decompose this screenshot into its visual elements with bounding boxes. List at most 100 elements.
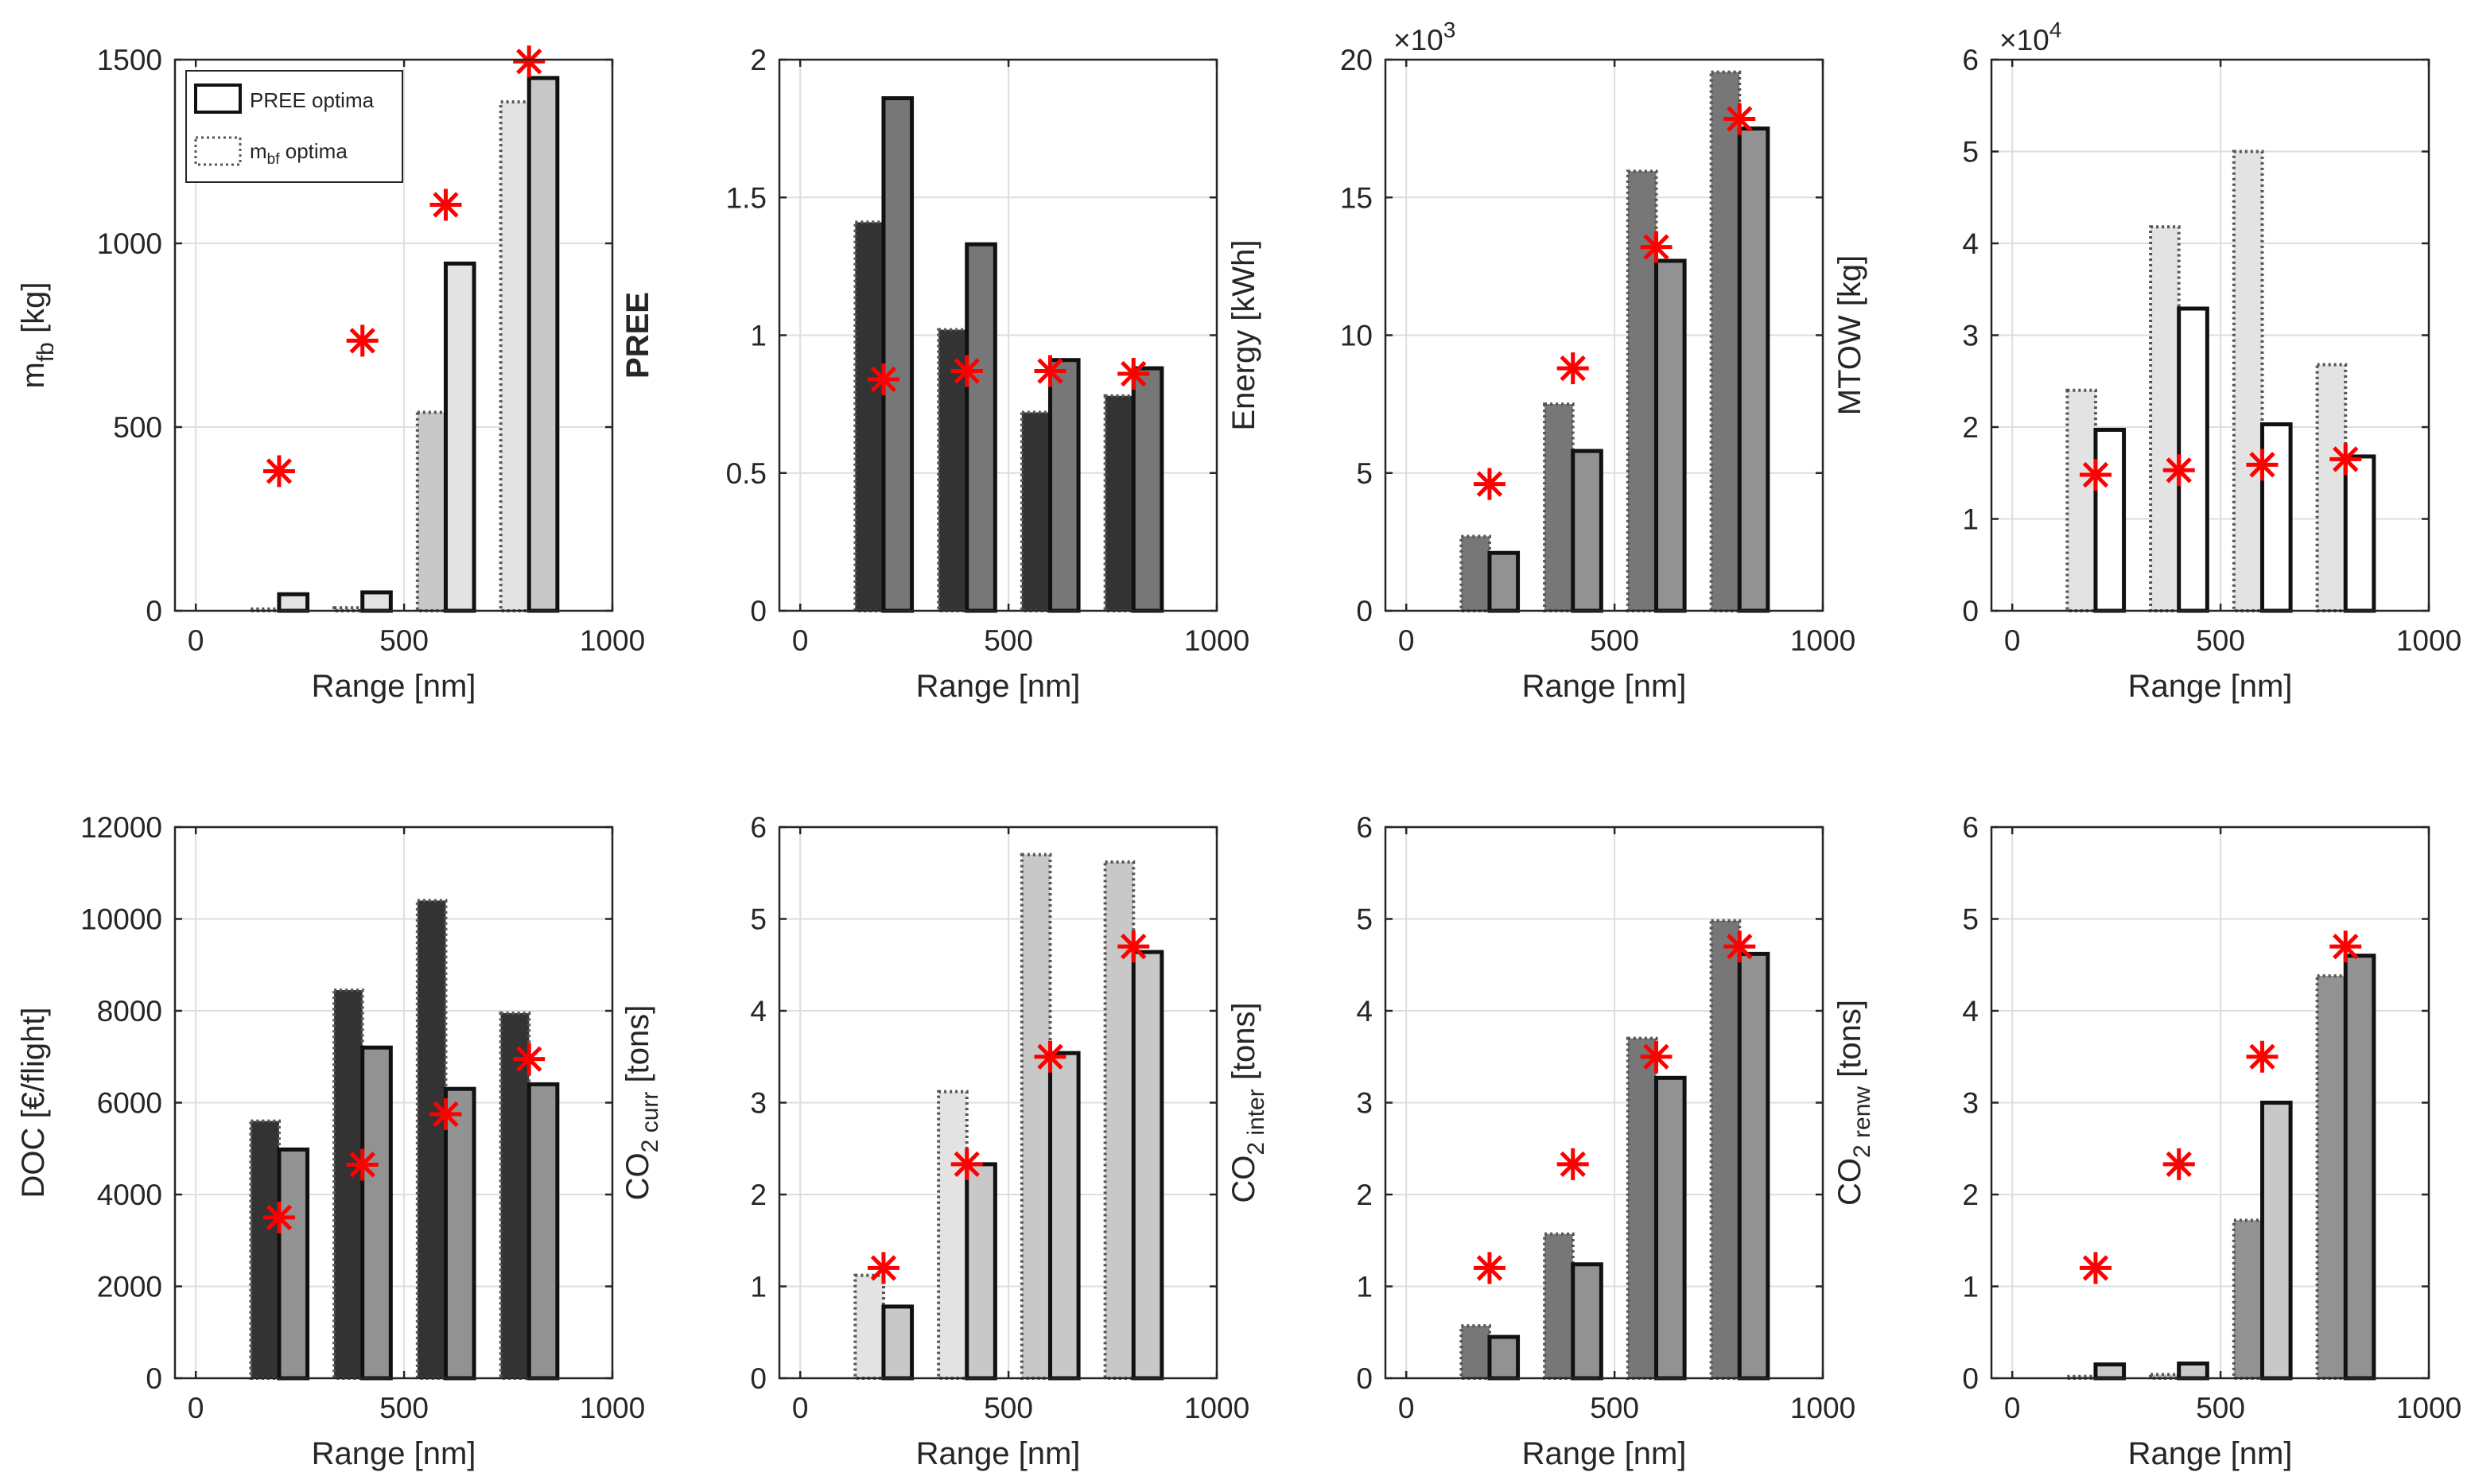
marker-stroke (1037, 358, 1063, 384)
marker-stroke (1121, 933, 1147, 960)
bar-mbf-optima (937, 1090, 969, 1380)
x-tick-label: 1000 (1184, 1392, 1249, 1424)
y-tick-label: 5 (750, 903, 767, 936)
marker-stroke (2166, 1151, 2192, 1178)
marker-asterisk (1117, 358, 1150, 390)
y-tick-label: 0 (1356, 1362, 1373, 1395)
marker-asterisk (2162, 454, 2195, 487)
x-tick-label: 500 (379, 624, 429, 657)
y-tick-label: 20 (1340, 44, 1373, 76)
y-tick-label: 5 (1356, 903, 1373, 936)
subplot-co2renw: 0 500 1000 0 1 2 3 4 5 6 Range [nm] CO2 renw [tons] (1832, 811, 2461, 1471)
x-tick-label: 0 (792, 624, 809, 657)
marker-stroke (2166, 457, 2192, 484)
subplot-mtow: 0 500 1000 0 1 2 3 4 5 6 Range [nm] MTOW [kg] ×104 (1832, 17, 2461, 704)
marker-asterisk (2246, 449, 2279, 481)
y-tick-label: 0 (1356, 595, 1373, 627)
axes-box (173, 58, 614, 612)
y-tick-label: 1.5 (726, 181, 767, 214)
x-tick-label: 0 (188, 624, 204, 657)
marker-asterisk (2329, 443, 2362, 476)
bar-pree-optima (881, 96, 915, 613)
x-tick-label: 1000 (580, 624, 645, 657)
y-tick-label: 0 (1962, 1362, 1979, 1395)
y-tick-label: 2 (1962, 1179, 1979, 1211)
marker-stroke (516, 49, 542, 75)
marker-asterisk (262, 1201, 295, 1233)
y-tick-label: 6 (1962, 811, 1979, 844)
y-tick-label: 8000 (97, 995, 162, 1028)
marker-stroke (2333, 446, 2359, 472)
subplot-pree: 0 500 1000 0 0.5 1 1.5 2 Range [nm] PREE (620, 44, 1249, 704)
x-tick-label: 1000 (580, 1392, 645, 1424)
y-tick-label: 0.5 (726, 457, 767, 490)
marker-stroke (433, 192, 459, 218)
marker-asterisk (1723, 930, 1756, 963)
bar-mbf-optima (2149, 225, 2181, 612)
bar-pree-optima (1131, 950, 1164, 1381)
marker-stroke (1476, 471, 1503, 497)
bar-pree-optima (526, 1082, 560, 1381)
y-tick-label: 500 (113, 411, 162, 444)
x-axis-label: Range [nm] (312, 669, 476, 704)
bar-mbf-optima (2232, 150, 2264, 612)
y-tick-label: 10 (1340, 320, 1373, 352)
y-axis-label: CO2 renw [tons] (1832, 1000, 1875, 1206)
x-tick-label: 0 (792, 1392, 809, 1424)
y-tick-label: 15 (1340, 181, 1373, 214)
marker-stroke (266, 1204, 293, 1231)
marker-stroke (1121, 360, 1147, 387)
x-tick-label: 1000 (2396, 624, 2461, 657)
x-axis-label: Range [nm] (1522, 669, 1687, 704)
y-axis-label: mfb [kg] (16, 282, 59, 389)
bar-pree-optima (2259, 1101, 2293, 1381)
bar-pree-optima (1047, 358, 1081, 613)
bar-pree-optima (1737, 951, 1770, 1381)
marker-asterisk (346, 324, 379, 357)
bar-pree-optima (1131, 366, 1164, 613)
marker-stroke (870, 1255, 897, 1281)
bar-mbf-optima (1543, 402, 1575, 612)
bar-mbf-optima (1709, 70, 1742, 612)
x-tick-label: 0 (2004, 624, 2021, 657)
y-tick-label: 5 (1356, 457, 1373, 490)
x-tick-label: 0 (1398, 1392, 1415, 1424)
marker-stroke (349, 328, 375, 354)
bar-mbf-optima (1626, 169, 1658, 612)
marker-asterisk (2079, 1252, 2112, 1284)
bar-pree-optima (360, 590, 393, 613)
marker-asterisk (1556, 352, 1589, 385)
bar-pree-optima (2343, 454, 2376, 613)
y-tick-label: 1000 (97, 227, 162, 260)
marker-stroke (2082, 1255, 2109, 1281)
y-tick-label: 4000 (97, 1179, 162, 1211)
bar-pree-optima (1571, 449, 1603, 613)
bar-mbf-optima (1103, 860, 1136, 1380)
marker-stroke (954, 1151, 980, 1178)
marker-stroke (433, 1101, 459, 1128)
marker-asterisk (2079, 459, 2112, 491)
x-axis-label: Range [nm] (2128, 1436, 2293, 1471)
x-tick-label: 500 (984, 624, 1033, 657)
bar-mbf-optima (2065, 388, 2097, 612)
x-tick-label: 1000 (1790, 624, 1855, 657)
bar-mbf-optima (1459, 1324, 1491, 1381)
bar-mbf-optima (1709, 919, 1742, 1381)
axis-exponent: ×103 (1393, 17, 1455, 56)
marker-stroke (266, 458, 293, 484)
y-tick-label: 2 (750, 1179, 767, 1211)
y-tick-label: 0 (1962, 595, 1979, 627)
marker-asterisk (1034, 1040, 1066, 1073)
x-axis-label: Range [nm] (916, 669, 1081, 704)
bar-pree-optima (965, 1162, 997, 1381)
y-tick-label: 1 (1356, 1271, 1373, 1303)
x-axis-label: Range [nm] (916, 1436, 1081, 1471)
x-axis-label: Range [nm] (312, 1436, 476, 1471)
bar-pree-optima (2259, 422, 2293, 613)
x-tick-label: 500 (1590, 624, 1639, 657)
marker-asterisk (2246, 1040, 2279, 1073)
marker-stroke (1727, 106, 1753, 132)
bar-pree-optima (1737, 126, 1770, 613)
axis-exponent: ×104 (1999, 17, 2061, 56)
marker-stroke (1727, 933, 1753, 960)
